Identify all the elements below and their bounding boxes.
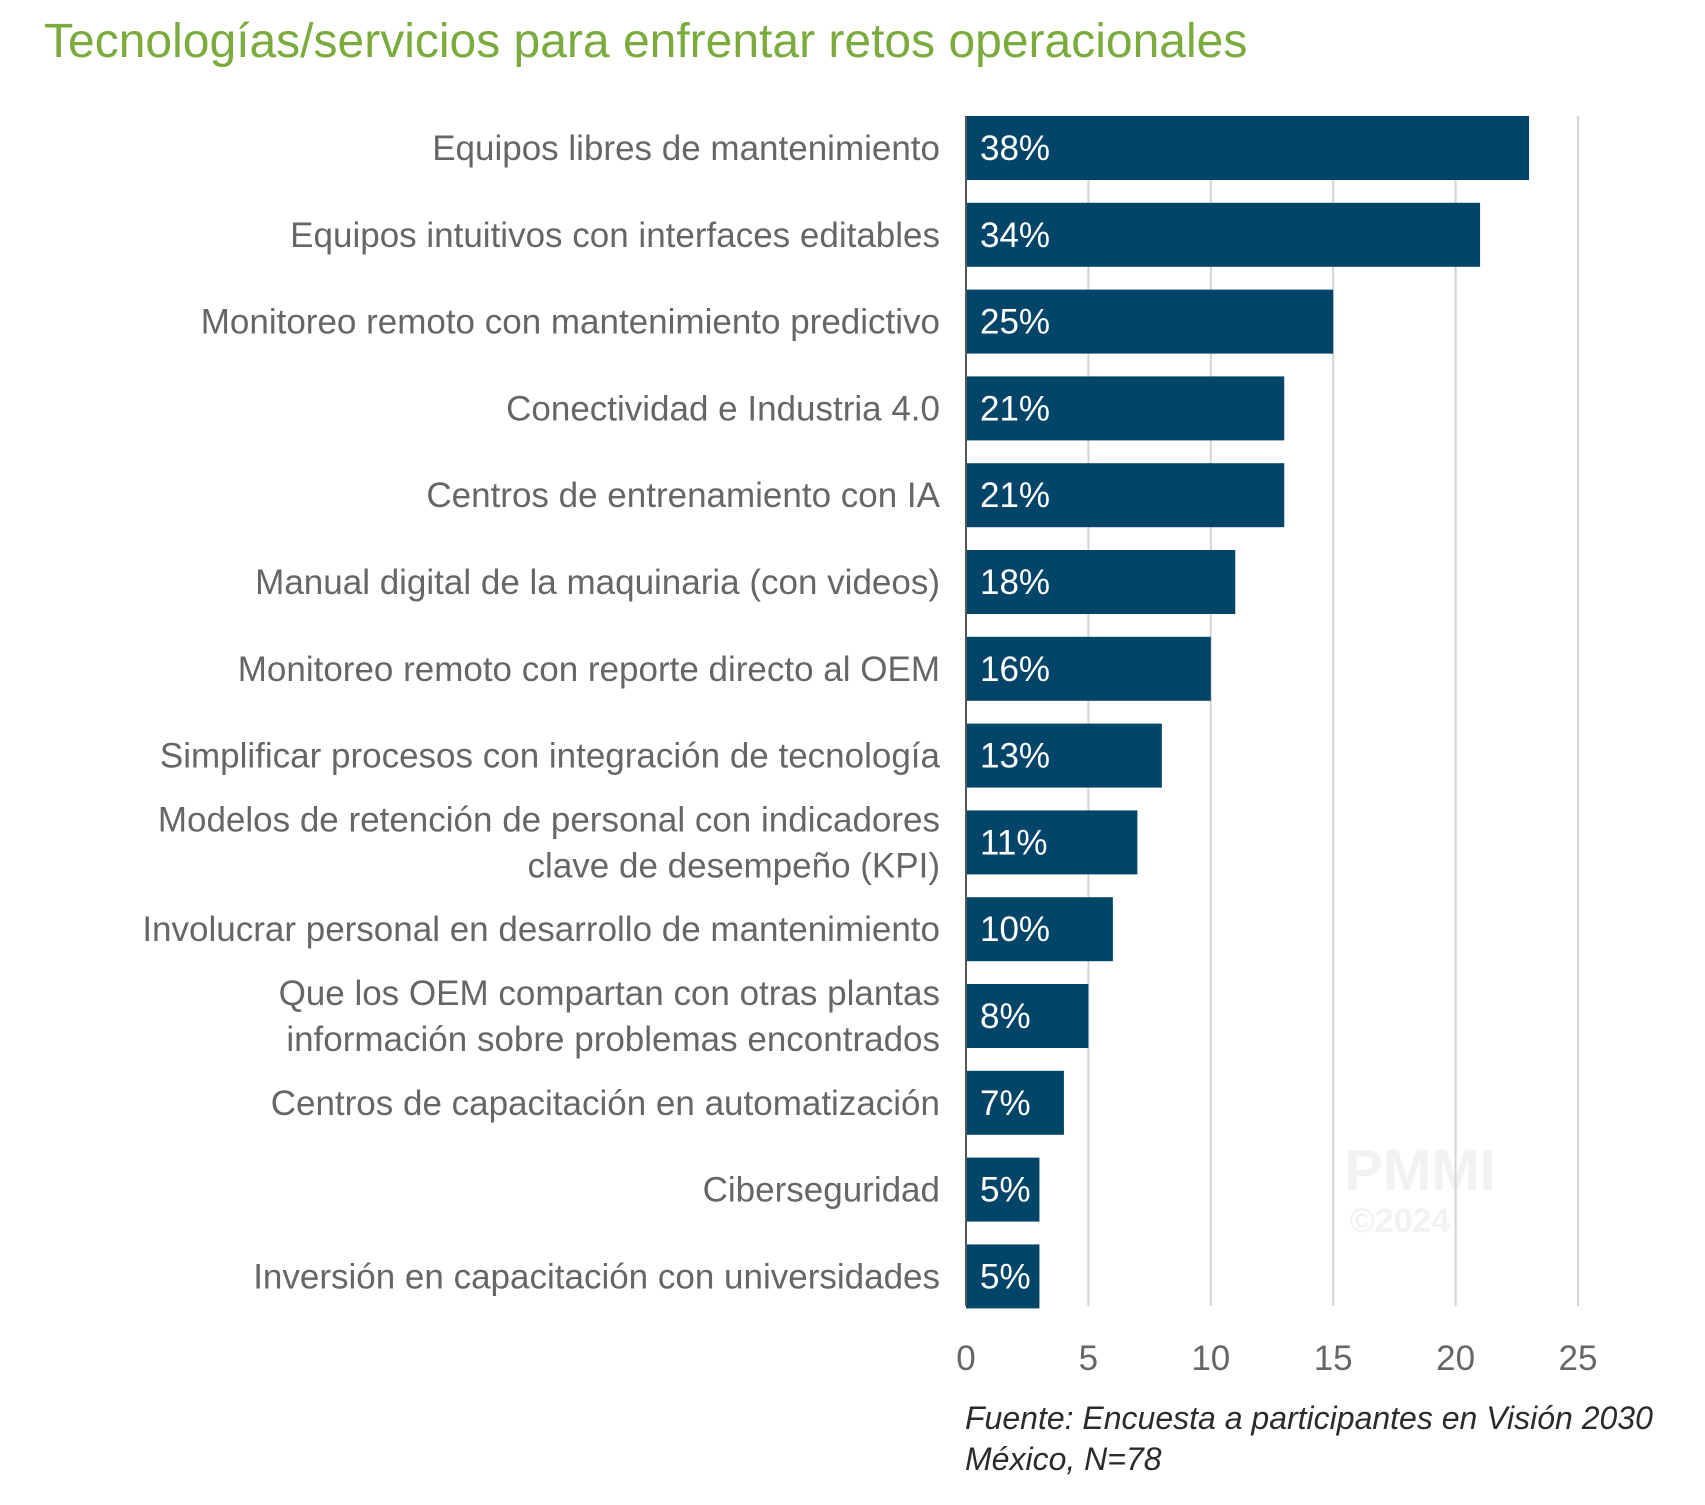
category-label: Centros de entrenamiento con IA — [426, 476, 940, 515]
data-label: 21% — [980, 476, 1050, 515]
x-tick-label: 5 — [1079, 1339, 1098, 1378]
bar — [966, 810, 1138, 875]
category-label: Centros de capacitación en automatizació… — [271, 1084, 940, 1123]
bar — [966, 376, 1285, 441]
data-label: 38% — [980, 129, 1050, 168]
chart-title: Tecnologías/servicios para enfrentar ret… — [44, 15, 1248, 68]
bars — [966, 116, 1530, 1309]
data-label: 7% — [980, 1084, 1031, 1123]
bar — [966, 463, 1285, 528]
bar — [966, 1244, 1040, 1309]
watermark: PMMI©2024 — [1344, 1138, 1495, 1240]
x-tick-label: 25 — [1559, 1339, 1598, 1378]
source-note: Fuente: Encuesta a participantes en Visi… — [965, 1400, 1653, 1477]
bar — [966, 289, 1334, 354]
category-label: Conectividad e Industria 4.0 — [506, 389, 940, 428]
category-label: Simplificar procesos con integración de … — [160, 737, 941, 776]
category-label: Manual digital de la maquinaria (con vid… — [255, 563, 940, 602]
bar — [966, 1157, 1040, 1222]
category-label: Modelos de retención de personal con ind… — [158, 800, 940, 839]
data-label: 25% — [980, 303, 1050, 342]
bar — [966, 202, 1481, 267]
data-label: 18% — [980, 563, 1050, 602]
watermark-year: ©2024 — [1350, 1202, 1451, 1240]
category-label: clave de desempeño (KPI) — [528, 846, 940, 885]
category-label: Monitoreo remoto con reporte directo al … — [238, 650, 940, 689]
data-label: 5% — [980, 1257, 1031, 1296]
x-tick-labels: 0 5 10 15 20 25 — [956, 1339, 1597, 1378]
category-labels: Equipos libres de mantenimiento Equipos i… — [142, 129, 940, 1296]
data-label: 13% — [980, 737, 1050, 776]
category-label: información sobre problemas encontrados — [286, 1020, 940, 1059]
bar — [966, 550, 1236, 614]
data-label: 21% — [980, 389, 1050, 428]
category-label: Inversión en capacitación con universida… — [253, 1257, 940, 1296]
data-label: 11% — [980, 823, 1047, 862]
x-tick-label: 10 — [1191, 1339, 1230, 1378]
category-label: Que los OEM compartan con otras plantas — [279, 974, 940, 1013]
bar — [966, 116, 1530, 180]
bar — [966, 723, 1162, 788]
data-label: 5% — [980, 1171, 1031, 1210]
data-label: 16% — [980, 650, 1050, 689]
x-tick-label: 20 — [1436, 1339, 1475, 1378]
x-tick-label: 0 — [956, 1339, 975, 1378]
bar — [966, 984, 1089, 1048]
bar — [966, 636, 1211, 701]
data-label: 8% — [980, 997, 1031, 1036]
data-label: 34% — [980, 216, 1050, 255]
category-label: Equipos libres de mantenimiento — [432, 129, 940, 168]
category-label: Involucrar personal en desarrollo de man… — [142, 910, 940, 949]
bar — [966, 1070, 1064, 1135]
watermark-brand: PMMI — [1344, 1138, 1495, 1203]
bar — [966, 897, 1113, 962]
category-label: Ciberseguridad — [703, 1171, 940, 1210]
category-label: Monitoreo remoto con mantenimiento predi… — [201, 303, 940, 342]
x-tick-label: 15 — [1314, 1339, 1353, 1378]
data-label: 10% — [980, 910, 1050, 949]
category-label: Equipos intuitivos con interfaces editab… — [290, 216, 940, 255]
value-labels: 38% 34% 25% 21% 21% 18% 16% 13% 11% 10% 8% 7% 5% 5% — [980, 129, 1050, 1296]
